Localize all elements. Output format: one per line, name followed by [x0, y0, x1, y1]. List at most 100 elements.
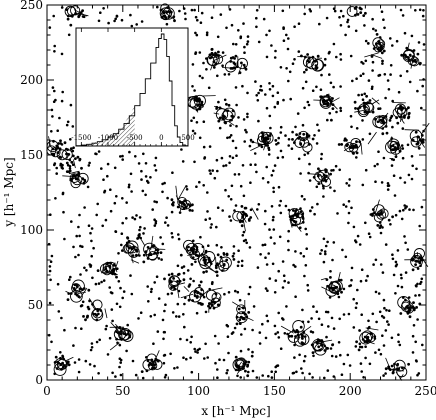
galaxy-dot [349, 114, 353, 118]
cluster-galaxy-dot [260, 145, 264, 149]
galaxy-dot [102, 178, 105, 181]
galaxy-dot [294, 125, 297, 129]
cluster-galaxy-dot [182, 202, 186, 206]
galaxy-dot [139, 311, 143, 315]
galaxy-dot [235, 154, 238, 157]
galaxy-dot [308, 162, 311, 166]
cluster-galaxy-dot [142, 253, 146, 257]
galaxy-dot [285, 67, 288, 70]
galaxy-dot [401, 14, 405, 17]
cluster-circle [305, 56, 319, 70]
cluster-galaxy-dot [126, 236, 129, 240]
galaxy-dot [96, 202, 99, 206]
galaxy-dot [60, 143, 64, 146]
galaxy-dot [387, 323, 390, 326]
galaxy-dot [86, 185, 90, 189]
cluster-circle [149, 245, 159, 255]
cluster-galaxy-dot [355, 340, 358, 344]
galaxy-dot [135, 23, 138, 26]
galaxy-dot [274, 332, 277, 336]
galaxy-dot [56, 282, 60, 286]
velocity-segment [210, 59, 215, 71]
galaxy-dot [259, 253, 262, 256]
galaxy-dot [354, 29, 358, 33]
cluster-circle [221, 110, 234, 123]
galaxy-dot [307, 320, 310, 324]
galaxy-dot [217, 342, 220, 345]
galaxy-dot [190, 370, 194, 374]
galaxy-dot [72, 146, 75, 149]
galaxy-dot [184, 296, 187, 300]
galaxy-dot [397, 90, 401, 94]
cluster-galaxy-dot [80, 304, 84, 307]
galaxy-dot [121, 296, 124, 300]
galaxy-dot [386, 188, 390, 191]
galaxy-dot [208, 287, 211, 291]
cluster-circle [99, 263, 111, 275]
velocity-segment [57, 364, 68, 367]
galaxy-dot [204, 342, 207, 346]
galaxy-dot [335, 110, 338, 114]
galaxy-dot [192, 239, 195, 243]
cluster-circle [222, 107, 236, 121]
galaxy-dot [208, 217, 212, 220]
velocity-segment [375, 199, 380, 213]
galaxy-dot [313, 212, 316, 216]
galaxy-dot [329, 81, 333, 85]
cluster-galaxy-dot [357, 348, 361, 352]
cluster-galaxy-dot [234, 54, 238, 58]
galaxy-dot [149, 176, 152, 179]
galaxy-dot [303, 198, 306, 201]
galaxy-dot [245, 42, 249, 46]
galaxy-dot [165, 216, 168, 219]
cluster-galaxy-dot [379, 224, 383, 228]
galaxy-dot [403, 235, 406, 238]
galaxy-dot [51, 115, 54, 118]
galaxy-dot [221, 209, 224, 212]
galaxy-dot [342, 313, 346, 316]
cluster-galaxy-dot [247, 311, 251, 314]
velocity-segment [113, 260, 119, 273]
galaxy-dot [246, 40, 250, 43]
cluster-circle [359, 331, 372, 345]
galaxy-dot [342, 14, 345, 18]
cluster-circle [319, 95, 332, 108]
galaxy-dot [347, 312, 351, 316]
galaxy-dot [59, 351, 62, 354]
galaxy-dot [391, 44, 394, 47]
galaxy-dot [267, 153, 271, 156]
cluster-galaxy-dot [170, 272, 174, 276]
velocity-segment [48, 136, 51, 147]
galaxy-dot [77, 253, 80, 257]
cluster-galaxy-dot [238, 220, 242, 224]
velocity-segment [309, 173, 322, 175]
galaxy-dot [218, 358, 221, 362]
galaxy-dot [352, 297, 356, 301]
galaxy-dot [388, 309, 391, 313]
galaxy-dot [240, 259, 244, 263]
cluster-circle [92, 299, 103, 310]
cluster-galaxy-dot [71, 149, 75, 153]
galaxy-dot [254, 80, 257, 83]
galaxy-dot [356, 288, 359, 292]
galaxy-dot [320, 249, 324, 252]
histogram-line [76, 33, 189, 147]
galaxy-dot [394, 260, 398, 264]
velocity-segment [213, 112, 220, 115]
galaxy-dot [198, 180, 201, 184]
galaxy-dot [401, 156, 405, 160]
galaxy-dot [153, 224, 157, 227]
x-axis-title: x [h⁻¹ Mpc] [201, 404, 270, 418]
galaxy-dot [140, 20, 144, 23]
galaxy-dot [258, 342, 262, 345]
galaxy-dot [279, 149, 283, 153]
galaxy-dot [384, 372, 387, 375]
cluster-circle [374, 116, 388, 129]
cluster-galaxy-dot [408, 315, 412, 319]
galaxy-dot [379, 231, 383, 235]
galaxy-dot [264, 256, 267, 260]
galaxy-dot [119, 358, 123, 362]
galaxy-dot [295, 370, 298, 374]
galaxy-dot [104, 218, 108, 222]
galaxy-dot [90, 254, 93, 258]
